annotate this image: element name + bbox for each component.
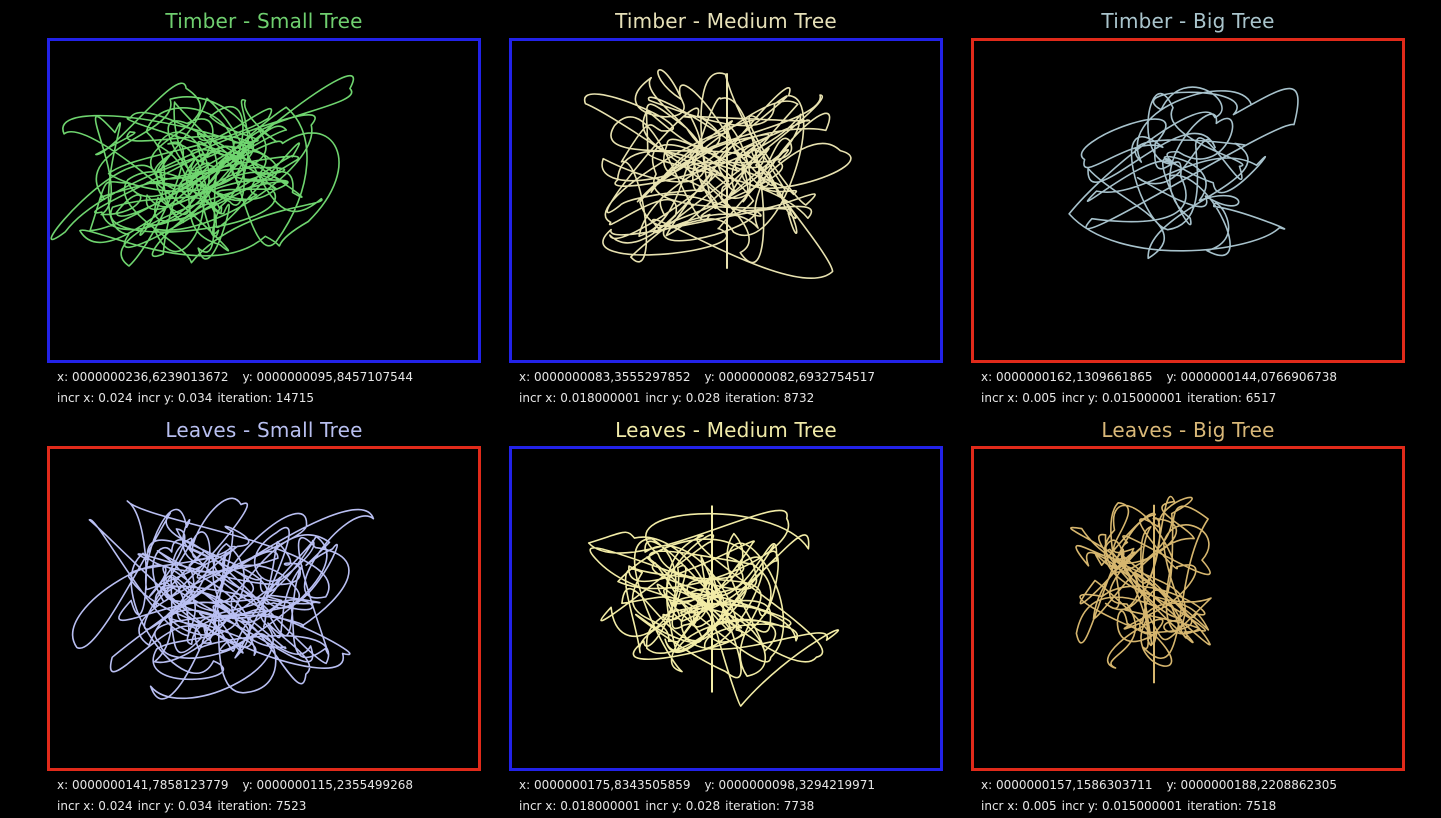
incr-x-value: incr x: 0.005 [981,391,1057,405]
incr-x-value: incr x: 0.018000001 [519,391,641,405]
plot-frame [47,38,481,363]
incr-x-value: incr x: 0.018000001 [519,799,641,813]
incr-x-value: incr x: 0.005 [981,799,1057,813]
x-value: x: 0000000083,3555297852 [519,370,691,384]
iteration-value: iteration: 7523 [217,799,307,813]
walk-plot [1070,495,1212,684]
plot-frame [509,38,943,363]
x-value: x: 0000000175,8343505859 [519,778,691,792]
incr-y-value: incr y: 0.015000001 [1061,799,1183,813]
walk-plot [587,505,840,708]
incr-y-value: incr y: 0.034 [137,799,213,813]
y-value: y: 0000000082,6932754517 [704,370,876,384]
readout: x: 0000000162,1309661865 y: 0000000144,07… [981,367,1411,409]
incr-y-value: incr y: 0.015000001 [1061,391,1183,405]
y-value: y: 0000000188,2208862305 [1166,778,1338,792]
panel-title: Timber - Small Tree [165,9,363,33]
plot-frame [509,446,943,771]
panel-title: Leaves - Big Tree [1101,418,1275,442]
plot-frame [971,38,1405,363]
incr-y-value: incr y: 0.028 [645,799,721,813]
iteration-value: iteration: 7738 [725,799,815,813]
walk-trace [1068,86,1299,260]
iteration-value: iteration: 8732 [725,391,815,405]
y-value: y: 0000000115,2355499268 [242,778,414,792]
readout: x: 0000000236,6239013672 y: 0000000095,84… [57,367,487,409]
readout: x: 0000000157,1586303711 y: 0000000188,22… [981,775,1411,817]
walk-plot [72,497,375,700]
walk-plot [50,74,354,267]
iteration-value: iteration: 7518 [1187,799,1277,813]
walk-trace [50,74,354,267]
plot-frame [47,446,481,771]
incr-y-value: incr y: 0.034 [137,391,213,405]
plot-frame [971,446,1405,771]
readout: x: 0000000083,3555297852 y: 0000000082,69… [519,367,949,409]
walk-trace [583,69,852,279]
x-value: x: 0000000236,6239013672 [57,370,229,384]
readout: x: 0000000175,8343505859 y: 0000000098,32… [519,775,949,817]
readout: x: 0000000141,7858123779 y: 0000000115,23… [57,775,487,817]
y-value: y: 0000000095,8457107544 [242,370,414,384]
walk-plot [1068,86,1299,260]
iteration-value: iteration: 6517 [1187,391,1277,405]
iteration-value: iteration: 14715 [217,391,315,405]
walk-trace [1070,495,1212,669]
panel-title: Timber - Big Tree [1101,9,1275,33]
walk-trace [72,497,375,700]
x-value: x: 0000000162,1309661865 [981,370,1153,384]
incr-x-value: incr x: 0.024 [57,799,133,813]
x-value: x: 0000000141,7858123779 [57,778,229,792]
walk-trace [587,509,840,708]
panel-title: Timber - Medium Tree [615,9,837,33]
y-value: y: 0000000098,3294219971 [704,778,876,792]
panel-title: Leaves - Small Tree [165,418,363,442]
panel-title: Leaves - Medium Tree [615,418,837,442]
incr-y-value: incr y: 0.028 [645,391,721,405]
walk-plot [583,69,852,279]
incr-x-value: incr x: 0.024 [57,391,133,405]
y-value: y: 0000000144,0766906738 [1166,370,1338,384]
x-value: x: 0000000157,1586303711 [981,778,1153,792]
